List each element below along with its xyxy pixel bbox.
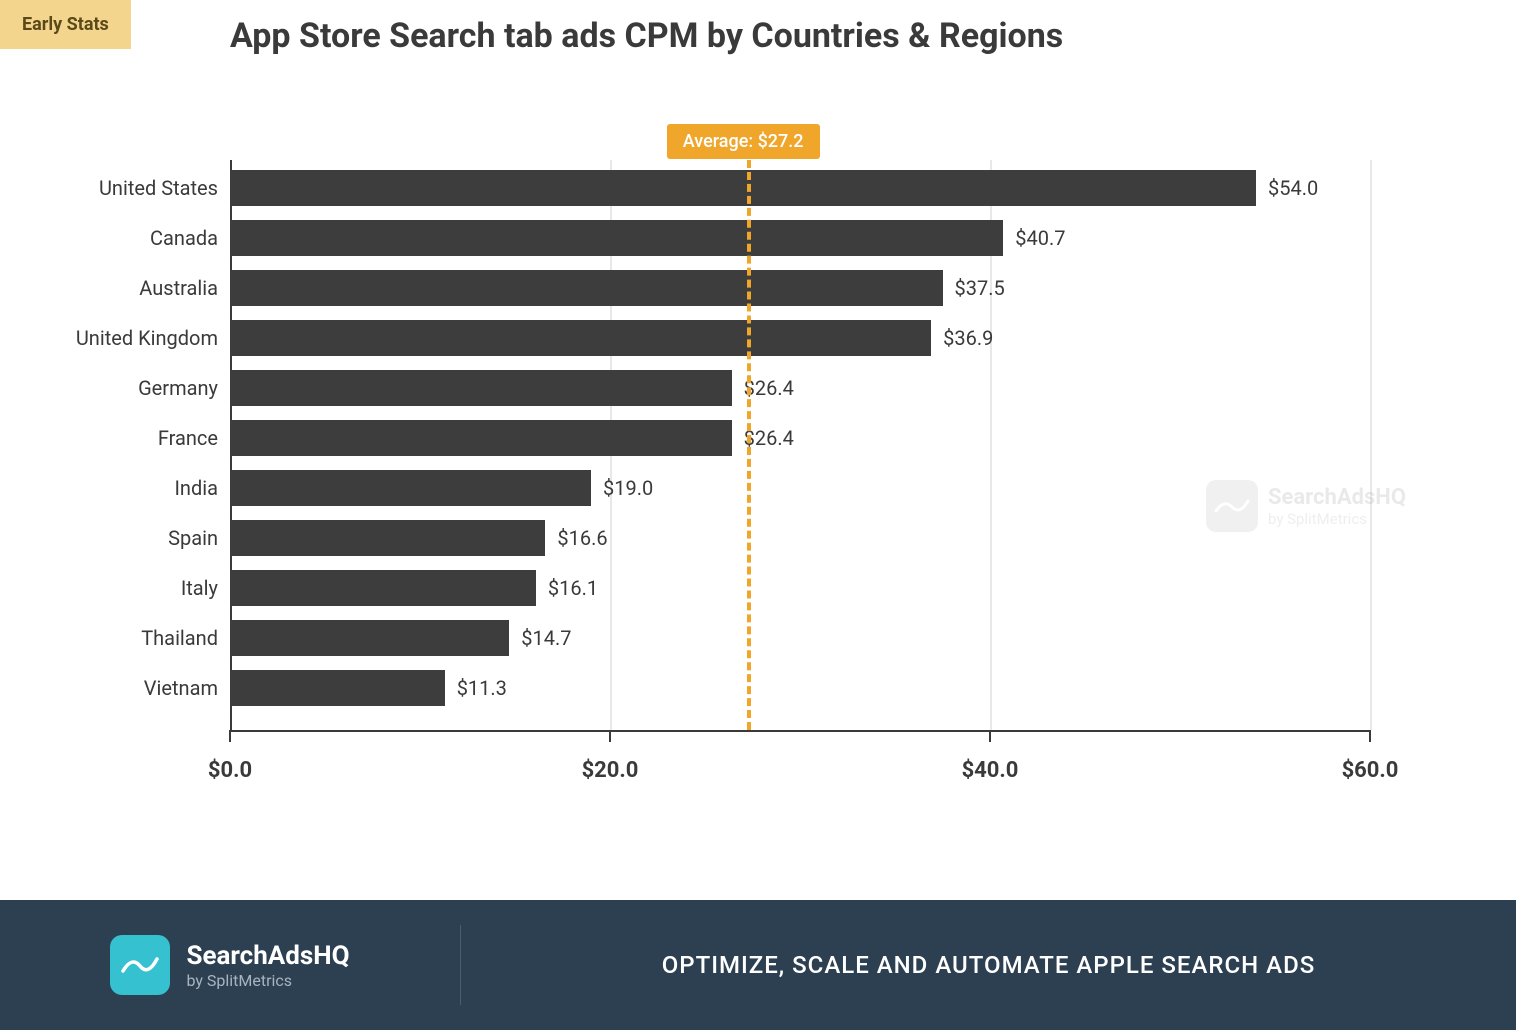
average-line [747, 160, 751, 730]
footer-logo-block: SearchAdsHQ by SplitMetrics [0, 900, 460, 1030]
bar [230, 520, 545, 556]
bar-value-label: $37.5 [955, 276, 1005, 300]
footer-tagline: OPTIMIZE, SCALE AND AUTOMATE APPLE SEARC… [662, 951, 1316, 979]
bar-value-label: $14.7 [521, 626, 571, 650]
bar-row: Germany$26.4 [230, 370, 794, 406]
bar-value-label: $54.0 [1268, 176, 1318, 200]
bar-category-label: Vietnam [144, 676, 218, 700]
bar [230, 570, 536, 606]
bar-category-label: France [158, 426, 218, 450]
chart-area: United States$54.0Canada$40.7Australia$3… [70, 130, 1400, 790]
x-tick-label: $40.0 [962, 758, 1019, 783]
bar [230, 620, 509, 656]
bar-row: Spain$16.6 [230, 520, 608, 556]
bar-category-label: Australia [139, 276, 218, 300]
early-stats-badge: Early Stats [0, 0, 131, 49]
bar [230, 470, 591, 506]
logo-text-main: SearchAdsHQ [186, 941, 349, 971]
average-label: Average: $27.2 [667, 124, 820, 159]
watermark: SearchAdsHQ by SplitMetrics [1206, 480, 1406, 532]
bar-row: Vietnam$11.3 [230, 670, 507, 706]
watermark-logo-icon [1206, 480, 1258, 532]
bar [230, 270, 943, 306]
chart-plot: United States$54.0 Canada$40.7 Australia$3… [230, 160, 1370, 730]
bar [230, 670, 445, 706]
bar-value-label: $40.7 [1015, 226, 1065, 250]
logo-text-sub: by SplitMetrics [186, 971, 349, 990]
bar-row: United States$54.0 [230, 170, 1318, 206]
x-axis [230, 730, 1370, 732]
bar-value-label: $19.0 [603, 476, 653, 500]
bar-value-label: $26.4 [744, 426, 794, 450]
bar-row: United Kingdom$36.9 [230, 320, 993, 356]
bar [230, 370, 732, 406]
bar-row: Thailand$14.7 [230, 620, 572, 656]
watermark-text-sub: by SplitMetrics [1268, 510, 1406, 528]
bar-row: Canada$40.7 [230, 220, 1066, 256]
bar-value-label: $16.6 [557, 526, 607, 550]
bar-category-label: Canada [150, 226, 218, 250]
bar-category-label: Thailand [141, 626, 218, 650]
footer-tagline-block: OPTIMIZE, SCALE AND AUTOMATE APPLE SEARC… [461, 951, 1516, 979]
badge-label: Early Stats [22, 14, 109, 35]
gridline [1370, 160, 1372, 730]
x-tick-label: $0.0 [208, 758, 252, 783]
bar-row: India$19.0 [230, 470, 653, 506]
bar-value-label: $26.4 [744, 376, 794, 400]
x-tick-label: $60.0 [1342, 758, 1399, 783]
bar-category-label: India [174, 476, 218, 500]
bar-category-label: United Kingdom [76, 326, 218, 350]
bar-category-label: Spain [168, 526, 218, 550]
bar-category-label: Germany [138, 376, 218, 400]
bar [230, 220, 1003, 256]
bar [230, 320, 931, 356]
bar-row: Italy$16.1 [230, 570, 598, 606]
logo-icon [110, 935, 170, 995]
bar-row: France$26.4 [230, 420, 794, 456]
bar-value-label: $11.3 [457, 676, 507, 700]
chart-title: App Store Search tab ads CPM by Countrie… [230, 16, 1063, 56]
bar [230, 420, 732, 456]
bar-row: Australia$37.5 [230, 270, 1005, 306]
bar-category-label: United States [99, 176, 218, 200]
bar-category-label: Italy [181, 576, 218, 600]
watermark-text-main: SearchAdsHQ [1268, 485, 1406, 510]
bar-value-label: $16.1 [548, 576, 598, 600]
bar [230, 170, 1256, 206]
footer: SearchAdsHQ by SplitMetrics OPTIMIZE, SC… [0, 900, 1516, 1030]
x-tick-label: $20.0 [582, 758, 639, 783]
bar-value-label: $36.9 [943, 326, 993, 350]
